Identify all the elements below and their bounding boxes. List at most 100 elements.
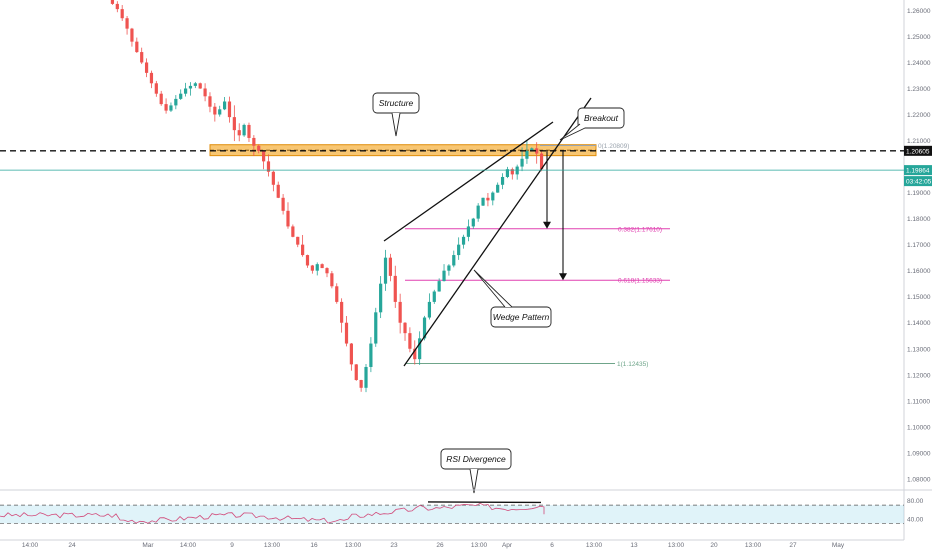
candle-body (208, 96, 212, 107)
time-tick-label: 14:00 (180, 542, 197, 549)
structure-callout-tail (391, 112, 401, 137)
resistance-price-tag-bg (904, 145, 932, 156)
candle-body (393, 275, 397, 302)
price-tick-label: 1.22000 (907, 112, 931, 119)
candle-body (374, 312, 378, 344)
time-tick-label: 13:00 (668, 542, 685, 549)
price-tick-label: 1.16000 (907, 268, 931, 275)
time-tick-label: 13:00 (345, 542, 362, 549)
candle-body (476, 205, 480, 219)
candle-body (398, 301, 402, 323)
price-tags: 1.20605 1.19864 03:42:05 (904, 145, 932, 187)
price-tick-label: 1.10000 (907, 424, 931, 431)
wedge-callout-tail (473, 269, 513, 308)
rsi-divergence-callout-tail (469, 468, 479, 494)
candle-body (510, 169, 514, 175)
candle-body (535, 148, 539, 154)
candle-body (447, 265, 451, 271)
price-tick-label: 1.26000 (907, 8, 931, 15)
candle-body (539, 153, 544, 170)
candle-body (144, 62, 149, 73)
rsi-panel: 80.00 40.00 (0, 489, 932, 524)
countdown-tag-text: 03:42:05 (906, 179, 932, 186)
price-tick-label: 1.18000 (907, 216, 931, 223)
candle-body (237, 130, 241, 136)
current-price-tag-bg (904, 165, 932, 176)
candle-body (520, 158, 524, 167)
candle-body (330, 273, 334, 287)
key-levels (0, 150, 904, 171)
fibonacci-levels: 0(1.20809) 0.382(1.17610) 0.618(1.15633) 1(… (405, 143, 670, 368)
candle-body (203, 88, 207, 97)
candle-body (349, 343, 353, 365)
candle-body (110, 0, 115, 4)
candle-body (461, 236, 466, 245)
candle-body (320, 264, 324, 269)
candle-body (340, 301, 344, 323)
candle-body (301, 244, 305, 256)
breakout-callout-box (577, 107, 625, 129)
time-tick-label: 14:00 (22, 542, 39, 549)
candle-body (344, 322, 349, 344)
candle-body (432, 291, 436, 302)
candle-body (305, 255, 310, 266)
candle-body (271, 171, 275, 185)
candle-body (159, 93, 163, 105)
candle-body (222, 101, 227, 110)
wedge-lower-line (403, 97, 592, 367)
candle-body (359, 379, 363, 388)
candle-body (452, 255, 456, 266)
price-tick-label: 1.13000 (907, 346, 931, 353)
candle-body (252, 137, 256, 146)
structure-callout: Structure (372, 92, 420, 137)
time-tick-label: Apr (502, 542, 513, 549)
price-candles (110, 0, 544, 393)
wedge-pattern (383, 97, 592, 367)
candle-body (135, 41, 139, 53)
candle-body (354, 364, 358, 380)
candle-body (500, 176, 505, 185)
candle-body (183, 88, 188, 94)
wedge-upper-line (383, 121, 554, 242)
time-tick-label: 13:00 (264, 542, 281, 549)
price-tick-label: 1.25000 (907, 34, 931, 41)
candle-body (218, 109, 222, 115)
price-axis: 1.26000 1.25000 1.24000 1.23000 1.22000 1.210… (903, 0, 932, 550)
rsi-divergence-callout-text: RSI Divergence (446, 454, 506, 464)
candle-body (388, 257, 392, 276)
time-axis: 14:00 24 Mar 14:00 9 13:00 16 13:00 23 26 13:00 Apr… (0, 539, 904, 549)
candle-body (149, 72, 154, 84)
time-tick-label: 24 (68, 542, 76, 549)
rsi-tick-label: 80.00 (907, 498, 924, 505)
candle-body (422, 317, 427, 339)
candle-body (491, 192, 495, 201)
candle-body (115, 3, 119, 10)
structure-callout-text: Structure (379, 98, 414, 108)
breakout-callout-tail (559, 123, 586, 141)
candle-body (174, 98, 178, 106)
candle-body (193, 83, 197, 86)
candle-body (120, 9, 124, 19)
time-tick-label: May (832, 542, 845, 549)
breakout-callout-text: Breakout (584, 113, 619, 123)
candle-body (281, 197, 285, 211)
candle-body (291, 226, 295, 237)
candle-body (286, 210, 290, 227)
price-tick-label: 1.21000 (907, 138, 931, 145)
fib-label: 0.382(1.17610) (618, 226, 662, 233)
fib-label: 0.618(1.15633) (618, 278, 662, 285)
candle-body (213, 106, 217, 115)
time-tick-label: 13:00 (471, 542, 488, 549)
candle-body (383, 257, 388, 284)
candle-body (227, 101, 232, 118)
price-tick-label: 1.14000 (907, 320, 931, 327)
candle-body (525, 150, 529, 159)
countdown-tag-bg (904, 176, 932, 187)
time-tick-label: 6 (550, 542, 554, 549)
candle-body (457, 244, 461, 256)
current-price-tag-text: 1.19864 (906, 168, 930, 175)
candle-body (496, 184, 500, 193)
candle-body (154, 83, 158, 94)
candle-body (335, 286, 339, 302)
candle-body (232, 117, 236, 131)
